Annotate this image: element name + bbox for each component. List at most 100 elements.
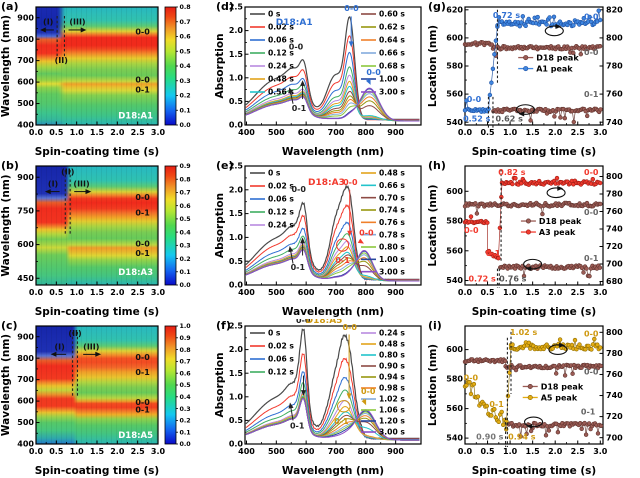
data-point	[570, 371, 575, 376]
annotation-text: 0-0	[584, 168, 599, 177]
right-tick-label: 700	[606, 433, 623, 442]
data-point	[528, 346, 533, 351]
y-tick-label: 1.5	[229, 50, 244, 59]
colorbar-tick-label: 0.7	[180, 190, 191, 197]
x-tick-label: 700	[328, 447, 345, 456]
y-axis-label: Wavelength (nm)	[0, 174, 12, 276]
data-point	[571, 50, 576, 56]
x-tick-label: 1.5	[90, 288, 105, 297]
x-tick-label: 0.0	[29, 128, 44, 137]
arrowhead-icon	[346, 393, 352, 400]
right-axis-indicator-icon	[546, 187, 566, 199]
x-tick-label: 800	[357, 288, 374, 297]
arrowhead-icon	[40, 27, 46, 33]
x-tick-label: 2.0	[110, 288, 125, 297]
annotation-text: 0-0	[291, 185, 306, 194]
data-point	[598, 345, 603, 350]
annotation-text: (II)	[68, 329, 81, 338]
y-tick-label: 560	[446, 90, 463, 99]
legend-label: 0.24 s	[379, 329, 405, 338]
panel-letter-f: (f)	[216, 319, 231, 332]
legend-label: 1.02 s	[379, 395, 405, 404]
data-point	[496, 255, 501, 261]
data-point	[492, 52, 497, 57]
legend-label: A3 peak	[539, 228, 576, 237]
data-point	[520, 14, 526, 19]
y-tick-label: 560	[446, 246, 463, 255]
colorbar-tick-label: 0.7	[180, 19, 191, 26]
panel-letter-c: (c)	[1, 319, 18, 332]
annotation-text: 0-1	[135, 249, 150, 258]
x-tick-label: 1.5	[526, 447, 541, 456]
panel-letter-h: (h)	[428, 159, 446, 172]
legend-label: 0.48 s	[379, 169, 405, 178]
data-point	[586, 421, 592, 426]
colorbar-tick-label: 0.5	[180, 216, 191, 223]
data-point	[554, 175, 560, 181]
data-point	[542, 422, 547, 427]
x-tick-label: 2.0	[110, 128, 125, 137]
data-point	[496, 419, 501, 425]
plot-frame	[464, 165, 604, 286]
spectrum-line-0s	[245, 328, 420, 440]
legend-label: 0.02 s	[268, 23, 294, 32]
annotation-text: 0-1	[486, 249, 501, 258]
annotation-text: D18:A3	[308, 178, 345, 188]
data-point	[595, 342, 600, 347]
panel-a: (a) 0.0 0.1 0.2 0.3 0.4 0.5 0.6 0.7 0.8 0.0 0.5 1.0 1…	[0, 0, 215, 159]
annotation-text: 0-0	[584, 368, 599, 377]
x-tick-label: 0.5	[49, 128, 64, 137]
data-point	[467, 379, 472, 385]
annotation-text: 0-0	[361, 387, 376, 396]
x-tick-label: 1.0	[70, 288, 85, 297]
colorbar-tick-label: 0.6	[180, 203, 192, 210]
arrowhead-icon	[555, 24, 562, 29]
legend-marker	[523, 66, 529, 72]
legend-label: 0.76 s	[379, 218, 405, 227]
legend-label: 0.94 s	[379, 373, 405, 382]
panel-letter-a: (a)	[1, 0, 19, 13]
annotation-text: (I)	[43, 18, 53, 27]
arrowhead-icon	[95, 351, 102, 357]
y-tick-label: 700	[17, 375, 34, 384]
arrowhead-icon	[348, 41, 354, 48]
data-point	[598, 423, 604, 429]
legend-label: 0.60 s	[379, 10, 405, 19]
annotation-text: 0-0	[135, 27, 150, 36]
y-axis-label: Wavelength (nm)	[0, 334, 12, 436]
x-axis-label: Wavelength (nm)	[282, 306, 384, 318]
heatmap-image	[36, 7, 158, 125]
legend-label: 0.02 s	[268, 182, 294, 191]
panel-b: (b) 0.0 0.1 0.2 0.3 0.4 0.5 0.6 0.7 0.8 0.9 0.0 0.5 1…	[0, 159, 215, 319]
data-point	[493, 38, 499, 43]
colorbar-tick-label: 0.1	[180, 429, 191, 436]
arrowhead-icon	[288, 246, 294, 253]
annotation-text: 0-0	[464, 226, 479, 235]
right-tick-label: 740	[606, 118, 623, 127]
panel-f: (f) 400 500 600 700 800 900 Wavelength (nm) 0.0 0…	[215, 319, 427, 478]
panel-letter-e: (e)	[216, 159, 234, 172]
spectrum-line-3.00s	[245, 249, 420, 282]
arrowhead-icon	[526, 423, 533, 429]
arrowhead-icon	[300, 390, 306, 396]
x-tick-label: 900	[387, 447, 404, 456]
colorbar-tick-label: 0.7	[180, 359, 191, 366]
legend-label: 0.12 s	[268, 368, 294, 377]
y-tick-label: 600	[446, 34, 463, 43]
y-tick-label: 2.0	[229, 185, 244, 194]
annotation-text: D18:A1	[276, 18, 313, 28]
y-tick-label: 700	[17, 56, 34, 65]
y-tick-label: 1.5	[229, 209, 244, 218]
y-tick-label: 1.0	[229, 73, 244, 82]
y-tick-label: 0.5	[229, 257, 244, 266]
data-point	[513, 176, 518, 181]
legend-label: 0.06 s	[268, 355, 294, 364]
data-point	[528, 118, 533, 123]
legend-label: 0.80 s	[379, 351, 405, 360]
data-point	[598, 180, 603, 186]
annotation-text: 0-1	[291, 263, 306, 272]
colorbar-tick-label: 0.3	[180, 243, 191, 250]
right-tick-label: 700	[606, 260, 623, 269]
